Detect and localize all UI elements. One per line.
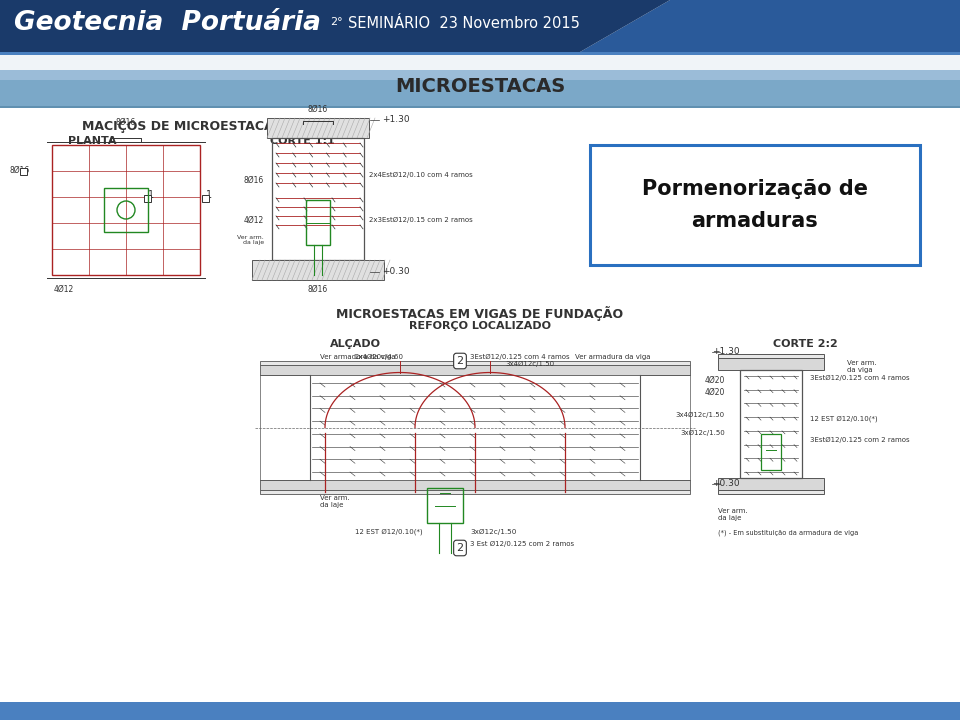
Bar [718,478,824,490]
Bar [0,70,960,106]
Bar [0,106,960,108]
Text: 4Ø20: 4Ø20 [705,376,725,384]
Text: +0.30: +0.30 [382,268,410,276]
Text: 4Ø12: 4Ø12 [54,285,74,294]
Text: CORTE 1:1: CORTE 1:1 [270,136,335,146]
Text: MACIÇOS DE MICROESTACAS: MACIÇOS DE MICROESTACAS [82,120,282,133]
Bar [272,138,364,260]
Text: 3xØ12c/1.50: 3xØ12c/1.50 [681,430,725,436]
Text: +0.30: +0.30 [712,480,739,488]
Text: CORTE 2:2: CORTE 2:2 [773,339,837,349]
Bar [260,365,690,375]
Text: 8Ø16: 8Ø16 [308,285,328,294]
Text: MICROESTACAS: MICROESTACAS [395,78,565,96]
Text: Ver armadura da viga: Ver armadura da viga [320,354,396,360]
Text: 2x3EstØ12/0.15 com 2 ramos: 2x3EstØ12/0.15 com 2 ramos [369,217,472,223]
Text: 3EstØ12/0.125 com 2 ramos: 3EstØ12/0.125 com 2 ramos [810,437,910,444]
Bar [144,195,151,202]
Text: (*) - Em substituição da armadura de viga: (*) - Em substituição da armadura de vig… [718,530,858,536]
Bar [0,106,960,720]
Text: 12 EST Ø12/0.10(*): 12 EST Ø12/0.10(*) [810,415,877,422]
Text: Ver arm.
da laje: Ver arm. da laje [320,495,349,508]
Bar [590,145,920,265]
Text: 2x4EstØ12/0.10 com 4 ramos: 2x4EstØ12/0.10 com 4 ramos [369,172,472,178]
Bar [761,434,781,470]
Bar [20,168,27,175]
Text: 4Ø12: 4Ø12 [244,215,264,225]
Text: Ver arm.
da laje: Ver arm. da laje [237,235,264,246]
Text: 8Ø16: 8Ø16 [116,118,136,127]
Bar [427,488,463,523]
Text: Geotecnia  Portuária: Geotecnia Portuária [14,10,321,36]
Bar [306,200,330,245]
Bar [0,52,960,55]
Text: 4Ø20: 4Ø20 [705,387,725,397]
Text: 3EstØ12/0.125 com 4 ramos: 3EstØ12/0.125 com 4 ramos [470,354,569,360]
Text: 3 Est Ø12/0.125 com 2 ramos: 3 Est Ø12/0.125 com 2 ramos [470,541,574,547]
Text: Ver arm.
da laje: Ver arm. da laje [718,508,748,521]
Text: 1: 1 [148,190,155,200]
Text: +1.30: +1.30 [382,115,410,125]
Text: 3xØ12c/1.50: 3xØ12c/1.50 [470,529,516,535]
Bar [267,118,369,138]
Bar [260,490,690,494]
Text: Ver arm.
da viga: Ver arm. da viga [847,360,876,373]
Text: 8Ø16: 8Ø16 [308,105,328,114]
Bar [260,480,690,490]
Bar [0,702,960,720]
Bar [0,70,960,80]
Text: 8Ø16: 8Ø16 [244,176,264,184]
Polygon shape [0,0,670,52]
Text: 3EstØ12/0.125 com 4 ramos: 3EstØ12/0.125 com 4 ramos [810,375,910,381]
Text: ALÇADO: ALÇADO [329,339,380,349]
Text: Ver armadura da viga: Ver armadura da viga [575,354,651,360]
Text: 2°: 2° [330,17,343,27]
Text: 2: 2 [456,356,464,366]
Bar [52,145,200,275]
Text: 8Ø16: 8Ø16 [10,166,30,174]
Text: 3x4Ø12c/1.50: 3x4Ø12c/1.50 [505,361,554,367]
Text: +1.30: +1.30 [712,348,739,356]
Bar [252,260,384,280]
Text: PLANTA: PLANTA [68,136,116,146]
Bar [718,358,824,370]
Text: 3x4Ø12c/1.50: 3x4Ø12c/1.50 [676,413,725,418]
Bar [202,195,209,202]
Text: 2x4Ø20c/4.60: 2x4Ø20c/4.60 [355,354,404,360]
Bar [260,361,690,365]
Text: armaduras: armaduras [691,211,818,231]
Bar [718,490,824,494]
Bar [718,354,824,358]
Text: Pormenorização de: Pormenorização de [642,179,868,199]
Text: 2: 2 [456,543,464,553]
Text: REFORÇO LOCALIZADO: REFORÇO LOCALIZADO [409,321,551,331]
Text: 12 EST Ø12/0.10(*): 12 EST Ø12/0.10(*) [355,528,422,536]
Text: 1: 1 [206,190,212,200]
Bar [104,188,148,232]
Bar [740,370,802,478]
Text: SEMINÁRIO  23 Novembro 2015: SEMINÁRIO 23 Novembro 2015 [348,17,580,32]
Text: MICROESTACAS EM VIGAS DE FUNDAÇÃO: MICROESTACAS EM VIGAS DE FUNDAÇÃO [336,306,624,321]
Polygon shape [580,0,960,52]
